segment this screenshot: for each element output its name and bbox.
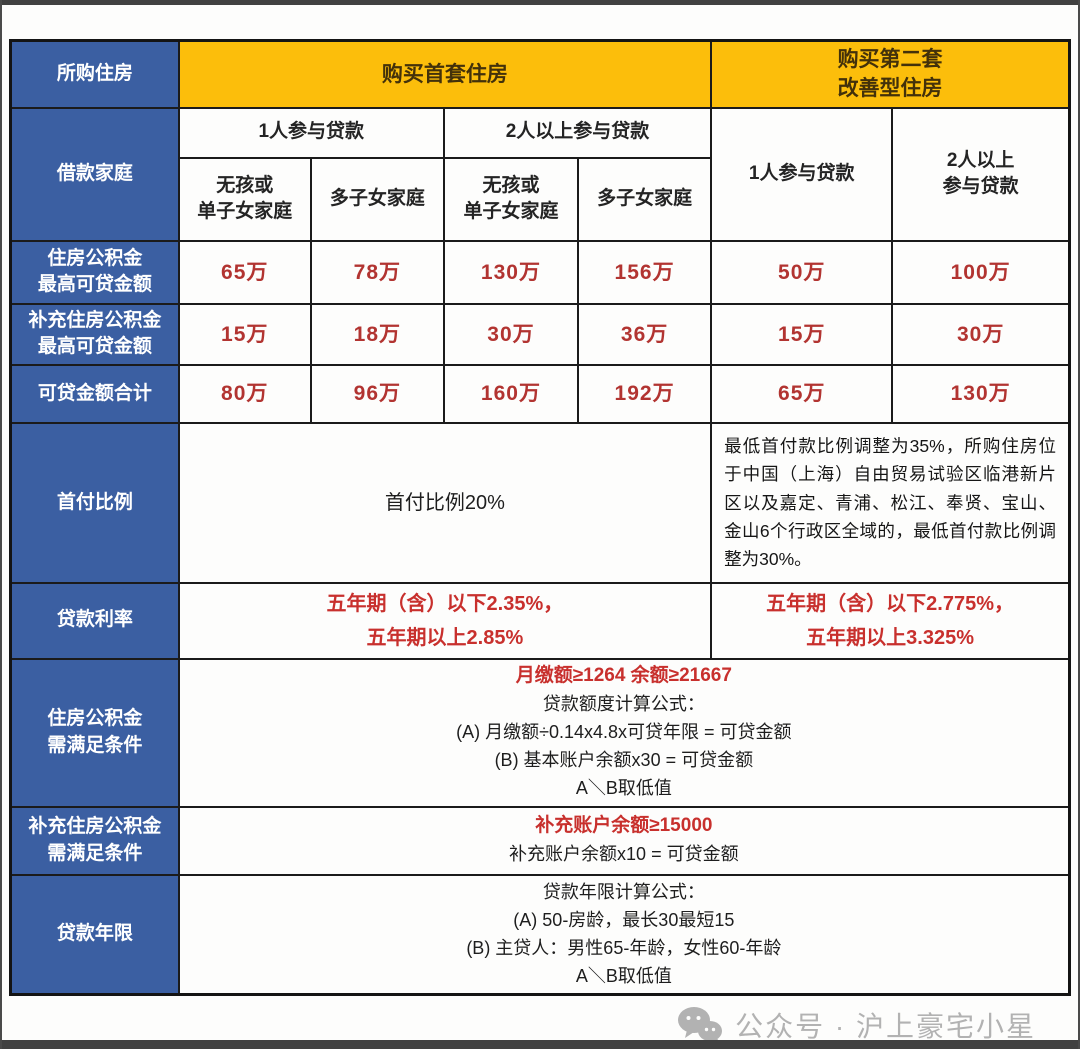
- label-supplement-condition: 补充住房公积金 需满足条件: [9, 805, 180, 876]
- row-housing-type: 所购住房 购买首套住房 购买第二套 改善型住房: [9, 39, 1071, 109]
- header-second-two-plus-person-loan: 2人以上 参与贷款: [891, 106, 1071, 242]
- header-two-plus-person-loan: 2人以上参与贷款: [442, 106, 713, 159]
- supplement-max-loan-value: 15万: [177, 302, 312, 366]
- label-fund-condition: 住房公积金 需满足条件: [9, 657, 180, 808]
- down-payment-first-home: 首付比例20%: [177, 421, 713, 584]
- fund-max-loan-value: 130万: [442, 239, 580, 305]
- total-loan-value: 160万: [442, 363, 580, 424]
- supplement-max-loan-value: 15万: [710, 302, 894, 366]
- footer-brand-text: 公众号 · 沪上豪宅小星: [735, 1010, 1036, 1042]
- total-loan-value: 80万: [177, 363, 312, 424]
- label-total-loan: 可贷金额合计: [9, 363, 180, 424]
- header-family-type-1: 无孩或 单子女家庭: [177, 156, 312, 242]
- header-second-one-person-loan: 1人参与贷款: [710, 106, 894, 242]
- row-family-types: 无孩或 单子女家庭 多子女家庭 无孩或 单子女家庭 多子女家庭: [11, 156, 1070, 242]
- row-loan-term: 贷款年限 贷款年限计算公式： (A) 50-房龄，最长30最短15 (B) 主贷…: [9, 873, 1071, 996]
- loan-term-details: 贷款年限计算公式： (A) 50-房龄，最长30最短15 (B) 主贷人：男性6…: [466, 881, 782, 986]
- fund-condition-highlight: 月缴额≥1264 余额≥21667: [515, 664, 732, 686]
- interest-rate-second-home: 五年期（含）以下2.775%， 五年期以上3.325%: [710, 581, 1071, 660]
- total-loan-value: 130万: [891, 363, 1071, 424]
- row-borrower-group: 借款家庭 1人参与贷款 2人以上参与贷款 1人参与贷款 2人以上 参与贷款: [9, 106, 1071, 242]
- supplement-max-loan-value: 30万: [442, 302, 580, 366]
- row-supplement-max-loan: 补充住房公积金 最高可贷金额 15万 18万 30万 36万 15万 30万: [9, 302, 1071, 366]
- label-fund-max-loan: 住房公积金 最高可贷金额: [9, 239, 180, 305]
- supplement-condition-highlight: 补充账户余额≥15000: [535, 814, 713, 836]
- label-loan-term: 贷款年限: [9, 873, 180, 996]
- label-down-payment: 首付比例: [9, 421, 180, 584]
- total-loan-value: 96万: [309, 363, 445, 424]
- bottom-border-bar: [2, 1040, 1078, 1049]
- supplement-condition-details: 补充账户余额x10 = 可贷金额: [509, 844, 739, 865]
- supplement-max-loan-value: 18万: [309, 302, 445, 366]
- row-total-loan: 可贷金额合计 80万 96万 160万 192万 65万 130万: [9, 363, 1071, 424]
- label-interest-rate: 贷款利率: [9, 581, 180, 660]
- fund-max-loan-value: 50万: [710, 239, 894, 305]
- header-family-type-3: 无孩或 单子女家庭: [442, 156, 580, 242]
- row-fund-condition: 住房公积金 需满足条件 月缴额≥1264 余额≥21667 贷款额度计算公式： …: [9, 657, 1071, 808]
- header-one-person-loan: 1人参与贷款: [177, 106, 445, 159]
- total-loan-value: 192万: [577, 363, 713, 424]
- interest-rate-first-home: 五年期（含）以下2.35%， 五年期以上2.85%: [177, 581, 713, 660]
- loan-policy-table: 所购住房 购买首套住房 购买第二套 改善型住房 借款家庭 1人参与贷款 2人以上…: [9, 39, 1071, 997]
- loan-term-cell: 贷款年限计算公式： (A) 50-房龄，最长30最短15 (B) 主贷人：男性6…: [177, 873, 1071, 996]
- row-down-payment: 首付比例 首付比例20% 最低首付款比例调整为35%，所购住房位于中国（上海）自…: [9, 421, 1071, 584]
- supplement-max-loan-value: 30万: [891, 302, 1071, 366]
- row-fund-max-loan: 住房公积金 最高可贷金额 65万 78万 130万 156万 50万 100万: [9, 239, 1071, 305]
- label-supplement-max-loan: 补充住房公积金 最高可贷金额: [9, 302, 180, 366]
- down-payment-second-home: 最低首付款比例调整为35%，所购住房位于中国（上海）自由贸易试验区临港新片区以及…: [710, 421, 1071, 584]
- header-family-type-4: 多子女家庭: [577, 156, 713, 242]
- row-supplement-condition: 补充住房公积金 需满足条件 补充账户余额≥15000 补充账户余额x10 = 可…: [9, 805, 1071, 876]
- total-loan-value: 65万: [710, 363, 894, 424]
- header-second-home: 购买第二套 改善型住房: [710, 39, 1071, 109]
- supplement-max-loan-value: 36万: [577, 302, 713, 366]
- top-border-bar: [2, 0, 1078, 5]
- fund-max-loan-value: 78万: [309, 239, 445, 305]
- footer-watermark: 公众号 · 沪上豪宅小星: [2, 996, 1078, 1049]
- header-purchased-housing: 所购住房: [9, 39, 180, 109]
- header-borrower-family: 借款家庭: [9, 106, 180, 242]
- fund-condition-cell: 月缴额≥1264 余额≥21667 贷款额度计算公式： (A) 月缴额÷0.14…: [177, 657, 1071, 808]
- supplement-condition-cell: 补充账户余额≥15000 补充账户余额x10 = 可贷金额: [177, 805, 1071, 876]
- fund-max-loan-value: 100万: [891, 239, 1071, 305]
- fund-max-loan-value: 156万: [577, 239, 713, 305]
- header-first-home: 购买首套住房: [177, 39, 713, 109]
- header-family-type-2: 多子女家庭: [309, 156, 445, 242]
- row-interest-rate: 贷款利率 五年期（含）以下2.35%， 五年期以上2.85% 五年期（含）以下2…: [9, 581, 1071, 660]
- fund-condition-details: 贷款额度计算公式： (A) 月缴额÷0.14x4.8x可贷年限 = 可贷金额 (…: [456, 694, 792, 798]
- wechat-icon: [677, 1006, 723, 1044]
- fund-max-loan-value: 65万: [177, 239, 312, 305]
